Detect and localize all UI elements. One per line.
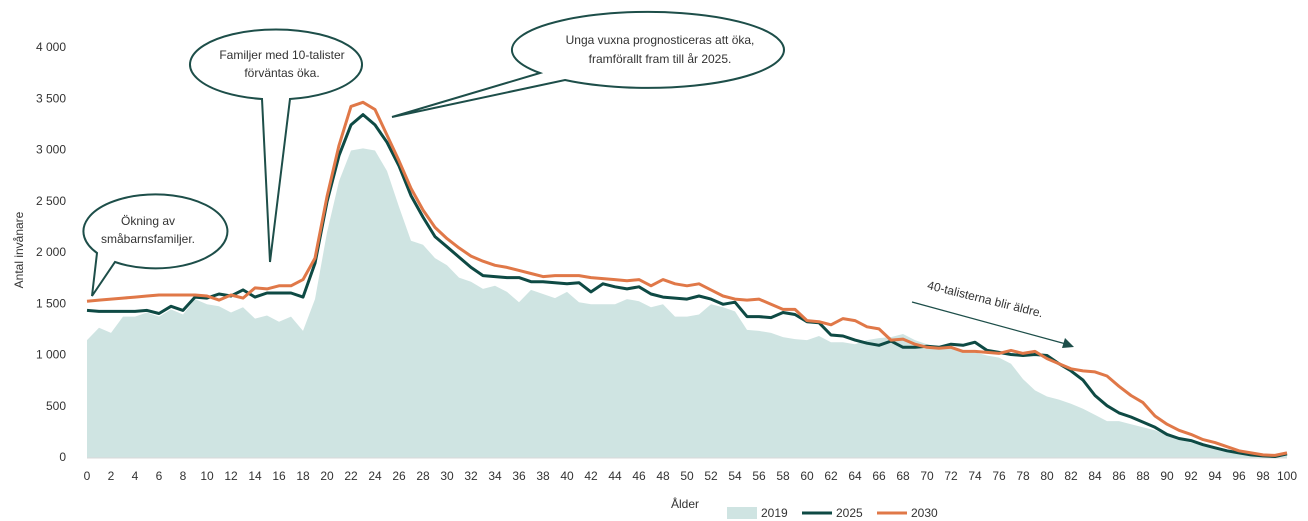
line [86,113,1288,458]
x-tick-label: 68 [896,469,910,483]
y-tick-label: 3 000 [36,143,66,157]
y-tick-label: 3 500 [36,91,66,105]
x-tick-label: 48 [656,469,670,483]
x-tick-label: 14 [248,469,262,483]
x-tick-label: 94 [1208,469,1222,483]
legend: 2019 2025 2030 [727,506,938,520]
x-tick-label: 66 [872,469,886,483]
x-tick-label: 40 [560,469,574,483]
x-tick-label: 64 [848,469,862,483]
x-tick-label: 92 [1184,469,1198,483]
x-tick-label: 28 [416,469,430,483]
x-tick-label: 6 [156,469,163,483]
x-tick-label: 88 [1136,469,1150,483]
y-tick-label: 500 [46,399,66,413]
speech-bubble [82,193,229,297]
x-tick-label: 78 [1016,469,1030,483]
legend-label: 2019 [761,506,788,520]
x-tick-label: 10 [200,469,214,483]
line [86,100,1288,457]
arrow [911,301,1067,345]
y-tick-label: 1 500 [36,296,66,310]
annotation: förväntas öka. [244,66,319,80]
x-tick-label: 82 [1064,469,1078,483]
legend-swatch [727,507,757,519]
x-tick-label: 96 [1232,469,1246,483]
x-tick-label: 70 [920,469,934,483]
x-tick-label: 36 [512,469,526,483]
x-tick-label: 4 [132,469,139,483]
x-tick-label: 54 [728,469,742,483]
x-tick-label: 32 [464,469,478,483]
x-tick-label: 56 [752,469,766,483]
annotation: småbarnsfamiljer. [101,232,195,246]
x-tick-label: 18 [296,469,310,483]
x-tick-label: 90 [1160,469,1174,483]
x-tick-label: 24 [368,469,382,483]
area [87,148,1287,458]
x-tick-label: 84 [1088,469,1102,483]
annotation: 40-talisterna blir äldre. [926,278,1045,320]
y-axis-label: Antal invånare [12,211,26,288]
x-tick-label: 12 [224,469,238,483]
y-tick-label: 4 000 [36,40,66,54]
x-tick-label: 22 [344,469,358,483]
y-tick-label: 0 [59,450,66,464]
x-tick-label: 50 [680,469,694,483]
x-tick-label: 0 [84,469,91,483]
x-tick-label: 8 [180,469,187,483]
x-tick-label: 46 [632,469,646,483]
y-tick-label: 1 000 [36,348,66,362]
x-tick-label: 44 [608,469,622,483]
y-tick-label: 2 500 [36,194,66,208]
x-tick-label: 100 [1277,469,1297,483]
annotation: Ökning av [121,214,175,228]
x-tick-label: 76 [992,469,1006,483]
legend-label: 2025 [836,506,863,520]
x-tick-label: 98 [1256,469,1270,483]
x-tick-label: 52 [704,469,718,483]
legend-label: 2030 [911,506,938,520]
y-tick-label: 2 000 [36,245,66,259]
annotation: framförallt fram till år 2025. [589,52,732,66]
x-tick-label: 34 [488,469,502,483]
x-tick-label: 60 [800,469,814,483]
x-tick-label: 74 [968,469,982,483]
annotation: Unga vuxna prognosticeras att öka, [566,33,755,47]
arrow-head [1062,338,1074,348]
x-tick-label: 86 [1112,469,1126,483]
x-tick-label: 26 [392,469,406,483]
x-tick-label: 16 [272,469,286,483]
x-axis-label: Ålder [671,496,699,511]
speech-bubble [391,10,785,118]
speech-bubble [189,28,363,263]
x-tick-label: 38 [536,469,550,483]
x-tick-label: 72 [944,469,958,483]
x-tick-label: 62 [824,469,838,483]
annotation: Familjer med 10-talister [219,48,344,62]
plot-area [86,100,1288,459]
x-tick-label: 30 [440,469,454,483]
x-tick-label: 80 [1040,469,1054,483]
x-tick-label: 20 [320,469,334,483]
x-tick-label: 42 [584,469,598,483]
x-tick-label: 58 [776,469,790,483]
x-tick-label: 2 [108,469,115,483]
